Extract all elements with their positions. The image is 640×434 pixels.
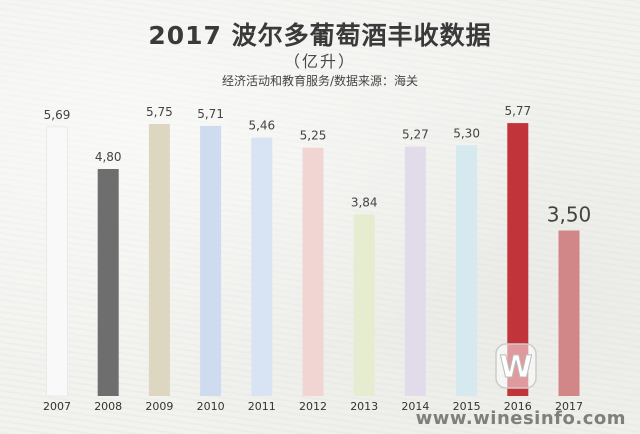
bar-2013 [353,214,375,396]
value-label-2013: 3,84 [351,195,378,209]
x-tick-label-2012: 2012 [299,400,327,413]
value-label-2008: 4,80 [95,150,122,164]
x-tick-label-2016: 2016 [504,400,532,413]
bar-2012 [302,147,324,396]
value-label-2015: 5,30 [453,126,480,140]
bar-2009 [148,124,170,396]
bar-2016 [507,123,529,396]
x-tick-label-2008: 2008 [94,400,122,413]
bar-2011 [251,137,273,396]
x-tick-label-2013: 2013 [350,400,378,413]
value-label-2016: 5,77 [504,104,531,118]
x-tick-label-2007: 2007 [43,400,71,413]
value-label-2014: 5,27 [402,128,429,142]
bar-2015 [456,145,478,396]
x-tick-label-2011: 2011 [248,400,276,413]
w-logo-icon: W [495,343,537,389]
chart-source: 经济活动和教育服务/数据来源：海关 [221,74,419,88]
chart-title: 2017 波尔多葡萄酒丰收数据 [148,21,492,50]
value-label-2012: 5,25 [300,129,327,143]
x-tick-label-2017: 2017 [555,400,583,413]
x-tick-label-2015: 2015 [453,400,481,413]
x-tick-label-2009: 2009 [145,400,173,413]
svg-text:W: W [499,350,532,385]
bar-2014 [404,146,426,396]
value-label-2009: 5,75 [146,105,173,119]
value-label-2011: 5,46 [248,119,275,133]
bar-2010 [200,125,222,397]
x-tick-label-2010: 2010 [197,400,225,413]
value-label-2010: 5,71 [197,107,224,121]
watermark: www.winesinfo.com [415,408,626,429]
x-tick-label-2014: 2014 [401,400,429,413]
bar-2008 [97,169,119,396]
chart-unit: （亿升） [283,52,356,71]
bar-2017 [558,230,580,396]
value-label-2007: 5,69 [44,108,71,122]
bar-2007 [46,126,68,397]
value-label-2017: 3,50 [547,203,592,227]
